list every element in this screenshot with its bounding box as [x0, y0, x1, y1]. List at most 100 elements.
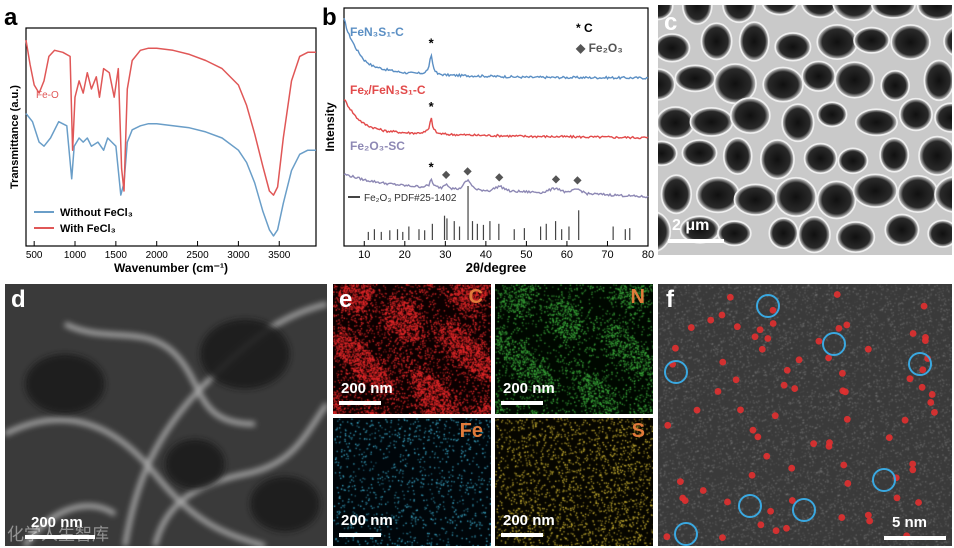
sem-pore: [759, 139, 795, 180]
cluster-circle-marker: [664, 360, 688, 384]
sem-pore: [695, 176, 740, 214]
eds-iron-scale-bar: [339, 533, 381, 537]
panel-d-label: d: [11, 286, 26, 313]
chart-b-xtick-label: 40: [480, 249, 492, 261]
series-label-fen3s1-c: FeN₃S₁-C: [350, 25, 404, 39]
sem-pore: [880, 69, 911, 102]
fe-single-atom-marker: [676, 478, 684, 486]
chart-a-xtick-label: 500: [26, 250, 43, 261]
sem-pore: [853, 26, 891, 54]
fe-single-atom-marker: [864, 345, 872, 353]
fe-single-atom-marker: [928, 391, 936, 398]
series-line-fen3s1-c: [343, 17, 649, 81]
sem-pore: [681, 139, 718, 167]
fe-single-atom-marker: [672, 344, 679, 352]
sem-pore: [927, 219, 952, 248]
fe-single-atom-marker: [840, 461, 848, 469]
sem-pore: [681, 5, 713, 25]
fe-single-atom-marker: [825, 354, 832, 362]
fe-single-atom-marker: [771, 412, 779, 420]
fe-single-atom-marker: [921, 337, 929, 344]
panel-a-label: a: [4, 4, 18, 31]
sem-pore: [871, 5, 916, 19]
fe-single-atom-marker: [909, 330, 917, 337]
panel-c-scale-text: 2 μm: [672, 217, 710, 234]
chart-a-xtick-label: 2500: [186, 250, 209, 261]
fe-single-atom-marker: [909, 466, 917, 474]
sem-pore: [898, 97, 933, 132]
panel-c-scale-bar: [668, 239, 724, 243]
fe-single-atom-marker: [788, 497, 796, 504]
fe-single-atom-marker: [687, 324, 695, 331]
chart-a-xlabel: Wavenumber (cm⁻¹): [114, 261, 228, 275]
fe-single-atom-marker: [920, 302, 928, 310]
peak-marker: ◆: [573, 175, 582, 186]
sem-pore: [916, 5, 952, 21]
legend-carbon: * C: [576, 21, 593, 35]
eds-label-nitrogen: N: [630, 286, 645, 308]
fe-single-atom-marker: [866, 517, 874, 525]
fe-single-atom-marker: [844, 480, 852, 487]
fe-single-atom-marker: [732, 376, 740, 384]
cluster-circle-marker: [674, 522, 698, 546]
sem-pore: [836, 221, 876, 254]
fe-single-atom-marker: [724, 498, 731, 506]
fe-single-atom-marker: [764, 335, 772, 342]
sem-pore: [879, 137, 910, 173]
panel-e-eds-maps: C 200 nm N 200 nm Fe 200 nm S 200 nm e: [333, 284, 653, 546]
panel-b-xrd-chart: 10 20 30 40 50 60 70 80 * * * ◆ ◆ ◆ ◆ ◆ FeN₃S₁-C Feₓ/F…: [323, 7, 654, 275]
series-line-without-fecl3: [25, 113, 316, 237]
fe-single-atom-marker: [915, 499, 922, 506]
fe-single-atom-marker: [795, 356, 803, 364]
fe-single-atom-marker: [719, 534, 726, 542]
panel-d-tem-image: d 200 nm 化学人生智库: [5, 284, 327, 546]
fe-single-atom-marker: [835, 324, 843, 332]
sem-pore: [781, 103, 815, 143]
fe-single-atom-marker: [931, 409, 938, 416]
fe-single-atom-marker: [833, 291, 841, 298]
sem-pore: [722, 5, 757, 24]
peak-marker: *: [429, 160, 435, 175]
panel-f-haadf-image: f 5 nm: [658, 284, 952, 546]
peak-marker: ◆: [551, 174, 560, 185]
fe-single-atom-marker: [699, 487, 707, 494]
cluster-circle-marker: [872, 468, 896, 492]
sem-pore: [722, 137, 753, 175]
fe-single-atom-marker: [758, 345, 766, 353]
fe-single-atom-marker: [718, 311, 726, 319]
fe-single-atom-marker: [810, 440, 818, 448]
sem-pore: [816, 101, 848, 128]
fe-single-atom-marker: [733, 323, 741, 331]
chart-b-xtick-label: 50: [520, 249, 532, 261]
sem-porous-network: [658, 5, 952, 255]
cluster-circle-marker: [908, 352, 932, 376]
chart-a-frame: [25, 27, 317, 247]
eds-nitrogen-scale-text: 200 nm: [503, 380, 555, 397]
chart-b-frame: [343, 7, 649, 247]
series-line-with-fecl3: [25, 39, 316, 196]
chart-b-xtick-label: 10: [358, 249, 370, 261]
fe-single-atom-marker: [885, 434, 893, 442]
sem-pore: [801, 60, 837, 92]
eds-sulfur-scale-bar: [501, 533, 543, 537]
fe-single-atom-marker: [769, 306, 777, 314]
sem-pore: [774, 32, 812, 62]
sem-pore: [801, 5, 839, 19]
fe-single-atom-marker: [838, 514, 846, 521]
sem-pore: [717, 220, 752, 247]
sem-pore: [923, 59, 952, 102]
fe-single-atom-marker: [664, 421, 672, 429]
eds-label-sulfur: S: [631, 420, 645, 442]
fe-single-atom-marker: [714, 388, 722, 395]
chart-b-xtick-label: 60: [561, 249, 573, 261]
sem-pore: [816, 180, 857, 220]
sem-pore: [890, 24, 931, 61]
fe-single-atom-marker: [737, 406, 744, 414]
panel-d-scale-text: 200 nm: [31, 514, 83, 531]
sem-pore: [852, 173, 898, 208]
eds-iron-scale-text: 200 nm: [341, 512, 393, 529]
sem-pore: [658, 5, 674, 21]
panel-a-ftir-chart: 500 1000 1500 2000 2500 3000 3500 Fe-O Wavenum…: [9, 27, 317, 275]
fe-single-atom-marker: [769, 320, 777, 327]
fe-single-atom-marker: [707, 316, 715, 324]
